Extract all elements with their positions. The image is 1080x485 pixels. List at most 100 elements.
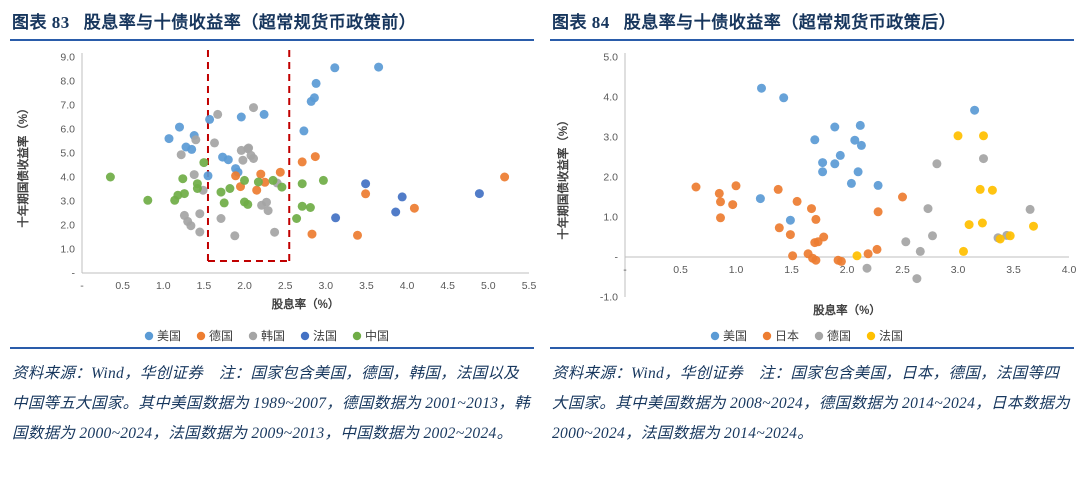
- data-point: [253, 177, 263, 187]
- chart-83-area: - 1.0 2.0 3.0 4.0 5.0 6.0 7.0 8.0 9.0 - 0.5 1.0 1.5 2.…: [10, 45, 540, 347]
- legend-item-0: 美国: [144, 329, 181, 343]
- report-page: 图表 83 股息率与十债收益率（超常规货币政策前） -1.0 2.0 3.0 4.0 5.…: [10, 6, 1080, 442]
- figure-83-label: 图表 83: [12, 13, 70, 32]
- data-point: [863, 249, 873, 259]
- data-point: [195, 227, 205, 237]
- data-point: [223, 155, 233, 165]
- x-axis-title: 股息率（%）: [813, 303, 881, 317]
- x-tick-label: -: [623, 264, 627, 276]
- data-point: [785, 215, 795, 225]
- x-tick-label: 5.0: [481, 280, 496, 292]
- data-point: [818, 158, 828, 168]
- y-tick-label: 3.0: [603, 132, 618, 144]
- data-point: [305, 203, 315, 212]
- data-point: [249, 103, 258, 113]
- data-point: [189, 170, 199, 180]
- y-tick-label: -: [72, 268, 76, 280]
- data-point: [307, 229, 317, 239]
- data-point: [830, 122, 840, 132]
- legend-label: 美国: [157, 329, 181, 343]
- data-point: [249, 154, 258, 163]
- x-tick-label: 5.5: [522, 280, 537, 292]
- x-tick-label: 3.0: [319, 280, 334, 292]
- legend-item-1: 日本: [762, 329, 799, 343]
- chart-84-area: -1.0-1.0 2.0 3.0 4.0 5.0-0.5 1.0 1.5 2.0 2.5 3.0 3…: [550, 45, 1080, 347]
- data-point: [216, 214, 226, 223]
- data-point: [297, 201, 307, 211]
- data-point: [975, 184, 985, 194]
- data-point: [199, 158, 209, 168]
- data-point: [210, 138, 219, 148]
- data-point: [757, 83, 766, 93]
- x-tick-label: 2.5: [895, 264, 910, 276]
- highlight-box: [206, 50, 291, 262]
- footnote-divider: [550, 347, 1074, 349]
- data-point: [187, 144, 197, 154]
- y-tick-label: -: [615, 252, 619, 264]
- data-point: [297, 157, 307, 167]
- legend-marker: [196, 331, 206, 341]
- x-tick-label: 1.5: [784, 264, 799, 276]
- data-point: [807, 204, 816, 214]
- legend-marker: [352, 331, 362, 341]
- data-point: [1005, 231, 1015, 241]
- data-point: [353, 230, 362, 240]
- legend: 美国 德国 韩国 法国 中国: [144, 328, 389, 343]
- data-point: [176, 150, 186, 160]
- data-point: [231, 171, 241, 181]
- data-point: [216, 187, 226, 197]
- data-point: [225, 184, 235, 193]
- data-point: [299, 126, 309, 136]
- series-3: [852, 131, 1038, 261]
- legend-label: 德国: [827, 328, 851, 343]
- y-tick-label: 4.0: [603, 92, 618, 104]
- data-point: [979, 154, 988, 164]
- data-point: [835, 150, 845, 160]
- data-point: [311, 78, 321, 88]
- data-point: [374, 62, 384, 72]
- figure-83-heading: 股息率与十债收益率（超常规货币政策前）: [83, 13, 417, 32]
- x-tick-label: 0.5: [115, 280, 130, 292]
- data-point: [243, 199, 253, 209]
- y-tick-label: 4.0: [60, 172, 75, 184]
- data-point: [1025, 204, 1035, 214]
- data-point: [773, 184, 783, 194]
- data-point: [277, 182, 287, 192]
- data-point: [409, 203, 419, 213]
- data-point: [755, 194, 765, 204]
- x-tick-label: 1.0: [156, 280, 171, 292]
- y-axis-title: 十年期国债收益率（%）: [16, 102, 30, 227]
- series-0: [164, 62, 384, 181]
- data-point: [203, 171, 213, 181]
- legend-label: 日本: [775, 329, 799, 343]
- data-point: [836, 256, 846, 266]
- data-point: [855, 120, 865, 130]
- data-point: [788, 251, 798, 261]
- y-tick-label: 5.0: [603, 52, 618, 64]
- data-point: [898, 192, 907, 202]
- x-tick-label: 3.5: [359, 280, 374, 292]
- legend-marker: [866, 331, 876, 341]
- data-point: [178, 174, 188, 184]
- data-point: [500, 172, 510, 182]
- data-point: [213, 109, 223, 119]
- legend-item-2: 韩国: [248, 328, 285, 343]
- data-point: [714, 188, 724, 198]
- y-tick-label: 8.0: [60, 76, 75, 88]
- data-point: [263, 206, 273, 216]
- data-point: [912, 274, 922, 284]
- data-point: [846, 178, 856, 188]
- series-3: [331, 179, 484, 223]
- data-point: [728, 200, 738, 210]
- data-point: [785, 230, 795, 240]
- data-point: [244, 143, 254, 153]
- data-point: [397, 192, 407, 202]
- data-point: [850, 135, 860, 145]
- x-tick-label: 3.0: [951, 264, 966, 276]
- y-tick-label: 3.0: [60, 196, 75, 208]
- data-point: [186, 221, 196, 231]
- figure-83-title: 图表 83 股息率与十债收益率（超常规货币政策前）: [10, 6, 534, 39]
- data-point: [192, 184, 202, 193]
- legend-item-3: 法国: [300, 329, 337, 343]
- data-point: [268, 175, 278, 185]
